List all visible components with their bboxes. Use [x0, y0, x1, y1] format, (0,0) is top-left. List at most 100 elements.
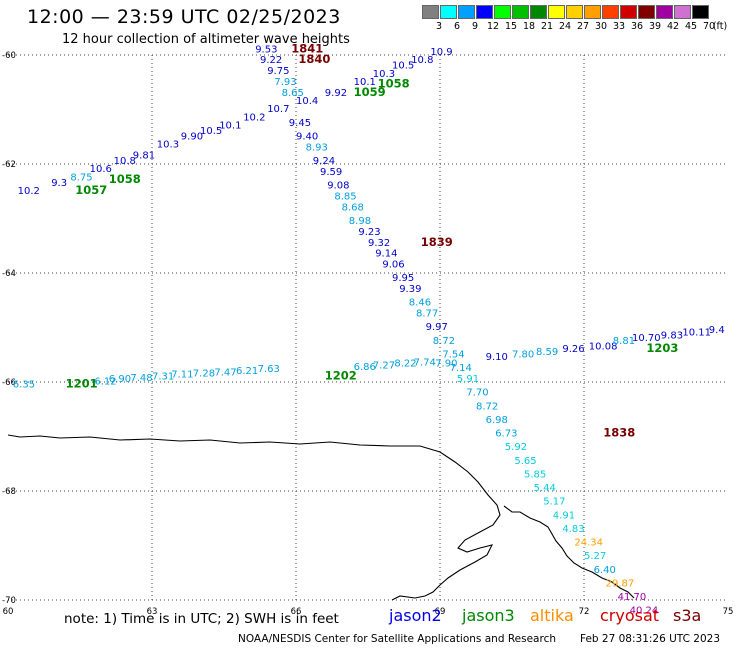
- legend-swatch: [584, 5, 601, 19]
- ascending-swh-value: 10.7: [267, 104, 289, 115]
- x-tick-label: 66: [291, 607, 302, 617]
- swh-value: 6.98: [486, 415, 508, 426]
- legend-swatch: [692, 5, 709, 19]
- swh-value: 8.81: [613, 336, 635, 347]
- track-time-label: 1057: [75, 183, 107, 197]
- ascending-swh-value: 10.2: [243, 112, 265, 123]
- swh-value: 6.21: [236, 366, 258, 377]
- swh-value: 5.85: [524, 469, 546, 480]
- coastline-east: [503, 505, 635, 599]
- legend-swatch: [656, 5, 673, 19]
- ascending-swh-value: 10.8: [411, 55, 433, 66]
- swh-value: 5.27: [584, 551, 606, 562]
- swh-value: 8.77: [416, 309, 438, 320]
- swh-value: 9.59: [320, 167, 342, 178]
- swh-value: 24.34: [574, 538, 603, 549]
- satellite-name: cryosat: [600, 606, 660, 625]
- legend-label: 21: [540, 21, 554, 32]
- swh-value: 6.90: [109, 374, 131, 385]
- legend-label: 15: [504, 21, 518, 32]
- swh-value: 7.31: [152, 371, 174, 382]
- legend-label: 24: [558, 21, 572, 32]
- swh-value: 9.10: [486, 352, 508, 363]
- ascending-swh-value: 8.75: [70, 172, 92, 183]
- swh-value: 9.45: [289, 118, 311, 129]
- swh-value: 7.48: [130, 373, 152, 384]
- track-time-label: 1840: [298, 52, 330, 66]
- swh-value: 5.44: [534, 483, 556, 494]
- legend-swatch: [602, 5, 619, 19]
- swh-value: 9.4: [709, 325, 725, 336]
- legend-swatch: [674, 5, 691, 19]
- legend-unit: (ft): [712, 21, 728, 32]
- ascending-swh-value: 10.1: [354, 77, 376, 88]
- legend-label: 30: [594, 21, 608, 32]
- legend-label: 12: [486, 21, 500, 32]
- ascending-swh-value: 10.3: [373, 69, 395, 80]
- x-tick-label: 60: [3, 607, 14, 617]
- swh-value: 7.90: [435, 359, 457, 370]
- swh-value: 9.22: [260, 55, 282, 66]
- swh-value: 9.95: [392, 273, 414, 284]
- swh-value: 8.59: [536, 347, 558, 358]
- legend-swatch: [512, 5, 529, 19]
- track-labels: 1841184018391838120312021201105710581059…: [66, 41, 679, 439]
- legend-label: 27: [576, 21, 590, 32]
- x-tick-label: 69: [435, 607, 446, 617]
- swh-value: 5.92: [505, 442, 527, 453]
- swh-value: 5.65: [514, 456, 536, 467]
- swh-labels: 10.29.3 8.7510.610.89.8110.39.9010.510.11…: [13, 44, 725, 616]
- ascending-swh-value: 10.2: [18, 186, 40, 197]
- swh-value: 10.08: [589, 341, 618, 352]
- legend-label: 39: [648, 21, 662, 32]
- y-tick-label: -64: [2, 269, 16, 279]
- y-tick-label: -62: [2, 160, 16, 170]
- ascending-swh-value: 10.3: [157, 140, 179, 151]
- swh-value: 9.83: [661, 330, 683, 341]
- swh-value: 9.14: [375, 249, 397, 260]
- legend-label: 3: [435, 21, 443, 32]
- credit-text: NOAA/NESDIS Center for Satellite Applica…: [238, 633, 556, 645]
- ascending-swh-value: 9.3: [51, 178, 67, 189]
- track-time-label: 1839: [421, 235, 453, 249]
- swh-value: 7.80: [512, 349, 534, 360]
- swh-value: 4.83: [562, 524, 584, 535]
- swh-value: 10.70: [632, 333, 661, 344]
- swh-value: 7.93: [274, 77, 296, 88]
- footer-note: note: 1) Time is in UTC; 2) SWH is in fe…: [64, 611, 339, 627]
- ascending-swh-value: 10.6: [90, 164, 112, 175]
- y-tick-label: -70: [2, 596, 16, 606]
- legend-swatch: [638, 5, 655, 19]
- legend-swatch: [422, 5, 439, 19]
- track-time-label: 1201: [66, 376, 98, 390]
- swh-value: 8.68: [342, 202, 364, 213]
- swh-value: 7.14: [450, 363, 472, 374]
- swh-value: 8.72: [433, 336, 455, 347]
- ascending-swh-value: 10.9: [430, 47, 452, 58]
- ascending-swh-value: 10.8: [114, 156, 136, 167]
- swh-value: 6.12: [94, 377, 116, 388]
- swh-value: 9.24: [313, 156, 335, 167]
- swh-value: 4.91: [553, 510, 575, 521]
- map-subtitle: 12 hour collection of altimeter wave hei…: [62, 32, 350, 47]
- legend-label: 42: [666, 21, 680, 32]
- legend-label: 45: [684, 21, 698, 32]
- legend-label: 9: [471, 21, 479, 32]
- swh-value: 7.27: [373, 360, 395, 371]
- swh-value: 8.65: [282, 88, 304, 99]
- y-tick-label: -60: [2, 51, 16, 61]
- satellite-name: altika: [530, 606, 574, 625]
- y-tick-label: -66: [2, 378, 16, 388]
- swh-value: 8.22: [394, 359, 416, 370]
- ascending-swh-value: 10.5: [392, 61, 414, 72]
- swh-value: 8.46: [409, 298, 431, 309]
- ascending-swh-value: 9.92: [325, 88, 347, 99]
- satellite-name: s3a: [673, 606, 702, 625]
- swh-value: 9.26: [562, 344, 584, 355]
- swh-value: 9.39: [399, 284, 421, 295]
- swh-value: 7.11: [171, 370, 193, 381]
- legend-label: 6: [453, 21, 461, 32]
- swh-value: 7.54: [442, 349, 464, 360]
- generated-timestamp: Feb 27 08:31:26 UTC 2023: [580, 633, 720, 645]
